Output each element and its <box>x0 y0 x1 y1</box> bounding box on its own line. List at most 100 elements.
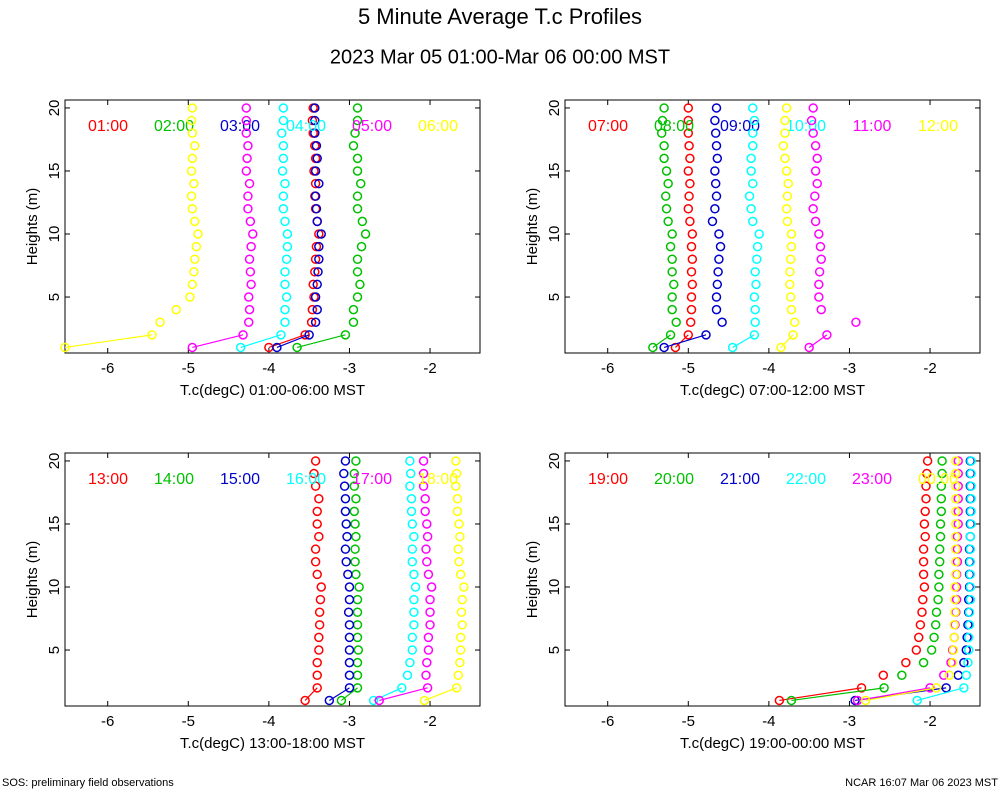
data-point <box>421 544 431 554</box>
x-tick-label: -3 <box>843 360 856 377</box>
data-point <box>947 657 958 668</box>
y-tick-label: 5 <box>46 293 63 301</box>
data-point <box>155 317 165 327</box>
data-point <box>710 115 720 126</box>
data-point <box>683 166 694 176</box>
data-point <box>812 178 822 189</box>
data-point <box>936 481 947 491</box>
data-point <box>786 241 797 252</box>
legend-entry: 19:00 <box>588 471 628 488</box>
data-point <box>349 506 360 517</box>
profile-segment <box>192 334 244 349</box>
data-point <box>368 695 379 706</box>
subtitle: 2023 Mar 05 01:00-Mar 06 00:00 MST <box>330 46 670 68</box>
data-point <box>243 317 254 327</box>
data-point <box>966 468 976 479</box>
y-tick-label: 15 <box>46 163 63 180</box>
legend-entry: 10:00 <box>786 118 826 135</box>
data-point <box>307 304 318 315</box>
x-axis-label: T.c(degC) 07:00-12:00 MST <box>680 382 865 399</box>
data-point <box>348 317 359 327</box>
data-point <box>965 531 976 542</box>
data-point <box>878 670 889 680</box>
data-point <box>783 178 793 189</box>
data-point <box>951 456 961 466</box>
data-point <box>746 166 756 176</box>
data-point <box>711 304 722 315</box>
data-point <box>663 178 673 189</box>
profile-segment <box>865 687 937 702</box>
data-point <box>951 544 961 554</box>
legend-entry: 05:00 <box>352 118 392 135</box>
data-point <box>951 481 961 491</box>
data-point <box>353 645 364 655</box>
data-point <box>683 128 694 138</box>
data-point <box>241 115 252 126</box>
plot-frame <box>64 452 481 707</box>
y-tick-label: 5 <box>546 646 563 654</box>
data-point <box>314 632 324 643</box>
data-point <box>282 229 293 239</box>
data-point <box>814 267 825 277</box>
data-point <box>189 141 200 151</box>
data-point <box>244 254 255 264</box>
data-point <box>751 279 761 290</box>
data-point <box>657 115 668 126</box>
profile-segment <box>674 334 689 348</box>
data-point <box>685 178 695 189</box>
data-point <box>312 569 322 580</box>
data-point <box>808 128 818 138</box>
data-point <box>785 292 796 302</box>
data-point <box>814 292 824 302</box>
data-point <box>950 594 960 605</box>
data-point <box>314 645 324 655</box>
data-point <box>186 115 197 126</box>
data-point <box>311 141 322 151</box>
data-point <box>648 342 658 353</box>
data-point <box>710 166 720 176</box>
data-point <box>300 695 310 706</box>
data-point <box>453 670 463 680</box>
data-point <box>686 267 697 277</box>
data-point <box>352 607 363 617</box>
data-point <box>187 128 198 138</box>
data-point <box>451 468 462 479</box>
legend-entry: 08:00 <box>654 118 694 135</box>
data-point <box>310 115 320 126</box>
data-point <box>312 216 322 227</box>
data-point <box>314 531 324 542</box>
data-point <box>661 204 672 214</box>
data-point <box>241 166 252 176</box>
data-point <box>306 317 317 327</box>
legend-entry: 21:00 <box>720 471 760 488</box>
profile-segment <box>780 334 794 348</box>
x-tick-label: -4 <box>762 360 775 377</box>
y-tick-label: 10 <box>546 579 563 596</box>
data-point <box>344 632 355 643</box>
data-point <box>711 141 722 151</box>
data-point <box>310 178 321 189</box>
data-point <box>243 141 253 151</box>
data-point <box>966 456 976 466</box>
data-point <box>343 569 353 580</box>
data-point <box>746 153 756 164</box>
data-point <box>686 292 697 302</box>
data-point <box>812 153 822 164</box>
profile-segment <box>64 334 153 349</box>
data-point <box>671 317 681 327</box>
data-point <box>357 216 368 227</box>
data-point <box>312 153 322 164</box>
data-point <box>235 342 246 353</box>
data-point <box>920 531 930 542</box>
data-point <box>342 531 352 542</box>
data-point <box>241 103 252 113</box>
data-point <box>314 254 324 264</box>
data-point <box>397 683 407 693</box>
data-point <box>727 342 738 353</box>
data-point <box>659 342 669 353</box>
data-point <box>921 494 931 504</box>
data-point <box>243 204 253 214</box>
data-point <box>418 456 429 466</box>
data-point <box>966 481 976 491</box>
data-point <box>451 456 461 466</box>
